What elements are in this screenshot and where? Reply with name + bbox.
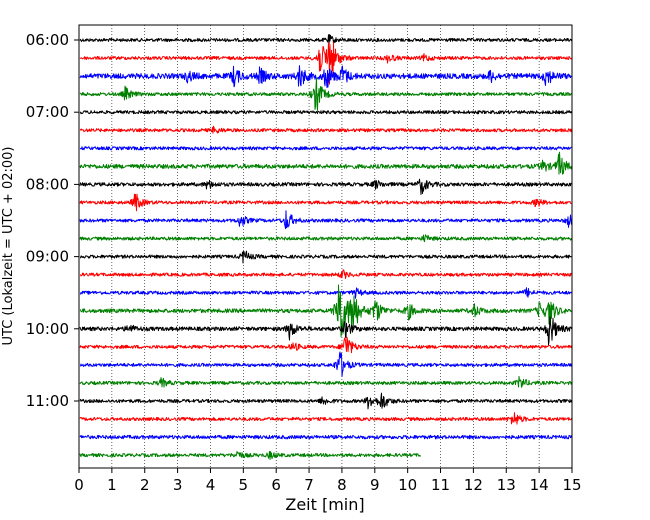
plot-frame — [79, 25, 572, 468]
trace-0630 — [79, 65, 572, 89]
x-tick-label-10: 10 — [398, 476, 417, 494]
x-axis-label: Zeit [min] — [285, 495, 364, 514]
trace-1100 — [79, 392, 572, 410]
trace-0815 — [79, 193, 572, 212]
trace-0845 — [79, 234, 572, 243]
trace-0745 — [79, 151, 572, 175]
trace-1045 — [79, 375, 572, 388]
trace-0700 — [79, 110, 572, 115]
trace-0645 — [79, 77, 572, 111]
x-tick-label-7: 7 — [304, 476, 314, 494]
x-tick-label-4: 4 — [206, 476, 216, 494]
x-tick-label-9: 9 — [370, 476, 380, 494]
x-tick-label-12: 12 — [464, 476, 483, 494]
trace-0900 — [79, 250, 572, 264]
trace-1145 — [79, 450, 421, 460]
trace-1130 — [79, 434, 572, 440]
trace-0730 — [79, 146, 572, 151]
trace-1115 — [79, 412, 572, 425]
y-tick-label-06:00: 06:00 — [26, 31, 69, 49]
trace-1015 — [79, 336, 572, 354]
x-tick-label-5: 5 — [239, 476, 249, 494]
y-tick-label-07:00: 07:00 — [26, 103, 69, 121]
x-tick-label-8: 8 — [337, 476, 347, 494]
y-axis-label: UTC (Lokalzeit = UTC + 02:00) — [1, 147, 16, 346]
y-tick-label-08:00: 08:00 — [26, 175, 69, 193]
trace-0930 — [79, 287, 572, 299]
x-tick-label-6: 6 — [271, 476, 281, 494]
trace-1030 — [79, 351, 572, 377]
trace-0915 — [79, 269, 572, 280]
x-tick-label-3: 3 — [173, 476, 183, 494]
x-tick-label-0: 0 — [74, 476, 84, 494]
x-tick-label-14: 14 — [530, 476, 549, 494]
x-tick-label-11: 11 — [431, 476, 450, 494]
x-axis-ticks: 0 1 2 3 4 5 6 7 8 9 10 11 12 13 14 15 — [74, 468, 582, 494]
trace-0800 — [79, 178, 572, 195]
seismogram-traces — [79, 34, 572, 460]
grid-lines — [111, 25, 540, 468]
trace-1000 — [79, 316, 572, 346]
plot-border — [78, 24, 573, 469]
trace-0715 — [79, 125, 572, 134]
y-tick-label-11:00: 11:00 — [26, 392, 69, 410]
y-axis-ticks: 06:00 07:00 08:00 09:00 10:00 11:00 — [26, 31, 79, 410]
x-tick-label-2: 2 — [140, 476, 150, 494]
trace-0600 — [79, 34, 572, 45]
x-tick-label-13: 13 — [497, 476, 516, 494]
x-tick-label-15: 15 — [562, 476, 581, 494]
y-tick-label-09:00: 09:00 — [26, 248, 69, 266]
trace-0615 — [79, 42, 572, 85]
trace-0830 — [79, 210, 572, 230]
x-tick-label-1: 1 — [107, 476, 117, 494]
trace-0945 — [79, 284, 572, 338]
y-tick-label-10:00: 10:00 — [26, 320, 69, 338]
